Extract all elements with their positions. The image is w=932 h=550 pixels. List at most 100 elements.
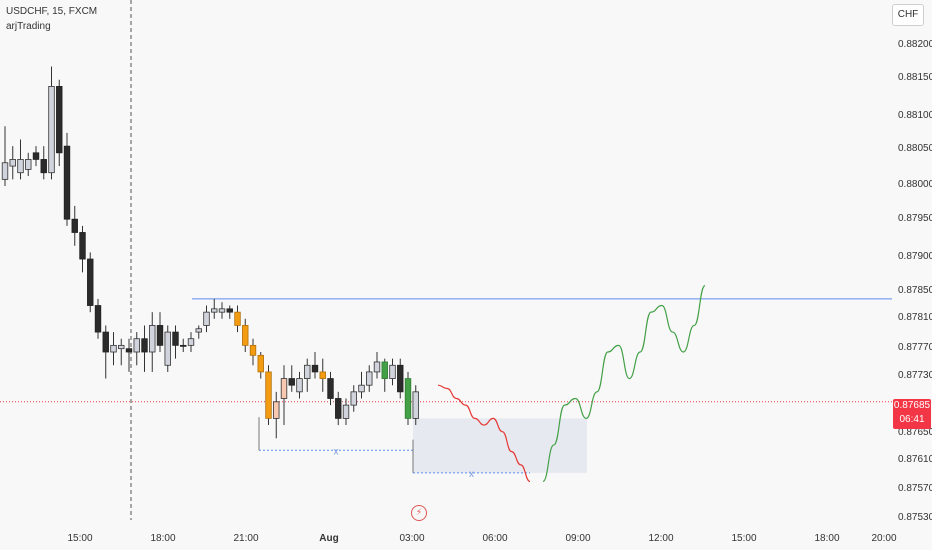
candle: [164, 325, 171, 372]
candle: [9, 146, 16, 180]
candle-body: [110, 344, 117, 353]
projected-up-path: [542, 285, 706, 483]
candle-body: [350, 391, 357, 406]
y-tick-label: 0.88200: [898, 39, 932, 50]
candle-body: [133, 338, 140, 353]
x-tick-label: Aug: [319, 533, 338, 544]
candle-body: [195, 328, 202, 333]
candle-body: [164, 331, 171, 366]
candle: [234, 305, 241, 333]
x-tick-label: 20:00: [871, 533, 896, 544]
candle: [265, 365, 272, 426]
candle-body: [319, 371, 326, 379]
candle-body: [141, 338, 148, 353]
candle-body: [172, 331, 179, 346]
candle-body: [311, 364, 319, 373]
candle: [226, 305, 233, 319]
candle: [102, 325, 109, 379]
candle-body: [9, 159, 16, 167]
candle: [373, 352, 381, 379]
candle-body: [373, 361, 381, 373]
currency-button[interactable]: CHF: [892, 4, 924, 26]
candle-body: [79, 232, 86, 260]
lightning-icon[interactable]: ⚡: [411, 505, 427, 521]
candle-body: [249, 344, 257, 356]
y-tick-label: 0.87570: [898, 483, 932, 494]
candle-body: [273, 401, 280, 419]
y-tick-label: 0.87530: [898, 512, 932, 523]
candle: [404, 371, 412, 426]
candle: [273, 391, 280, 439]
candle: [56, 79, 63, 167]
candle-body: [358, 384, 365, 393]
y-tick-label: 0.87730: [898, 370, 932, 381]
candle: [218, 302, 226, 319]
x-tick-label: 12:00: [648, 533, 673, 544]
candle-body: [118, 344, 125, 350]
candle-body: [234, 311, 241, 326]
candle: [156, 312, 164, 352]
candle-body: [280, 378, 288, 399]
candle-body: [412, 391, 419, 419]
candle: [118, 338, 125, 366]
candle-body: [404, 378, 412, 419]
candle: [249, 338, 257, 366]
candle: [195, 325, 202, 339]
chart-symbol-title: USDCHF, 15, FXCM: [6, 6, 98, 17]
low-marker-1: x: [469, 469, 474, 480]
candle: [94, 298, 102, 339]
candle-body: [25, 159, 32, 170]
candle-body: [40, 159, 47, 174]
candle-body: [94, 305, 102, 333]
candle-body: [63, 145, 71, 220]
candle: [133, 332, 140, 366]
candle: [319, 358, 326, 392]
candle: [125, 338, 133, 372]
candle-body: [265, 371, 272, 419]
candle: [71, 205, 78, 246]
x-tick-label: 21:00: [233, 533, 258, 544]
y-tick-label: 0.87650: [898, 427, 932, 438]
candle-body: [304, 364, 311, 379]
candle: [63, 132, 71, 226]
candle: [389, 358, 396, 386]
candle: [32, 146, 40, 167]
y-tick-label: 0.87900: [898, 251, 932, 262]
candle: [397, 358, 404, 399]
countdown-timer: 06:41: [899, 414, 925, 425]
candle-body: [71, 218, 78, 233]
candle: [335, 391, 342, 426]
candle: [141, 325, 148, 372]
candle-body: [242, 325, 249, 346]
candle: [149, 312, 156, 372]
x-tick-label: 15:00: [67, 533, 92, 544]
candle: [110, 332, 117, 366]
low-marker-0: x: [334, 446, 339, 457]
candle-body: [1, 162, 9, 180]
candle-body: [296, 378, 303, 393]
candle-body: [17, 159, 24, 174]
candle-body: [149, 325, 156, 353]
y-tick-label: 0.87610: [898, 454, 932, 465]
y-tick-label: 0.88050: [898, 143, 932, 154]
candle: [87, 252, 94, 313]
candle: [342, 398, 350, 426]
candle-body: [180, 344, 187, 347]
candle: [79, 225, 86, 273]
candle: [48, 66, 55, 180]
candle-body: [48, 86, 55, 174]
y-tick-label: 0.88000: [898, 179, 932, 190]
y-tick-label: 0.87810: [898, 312, 932, 323]
candle-body: [187, 338, 195, 346]
candle-body: [397, 364, 404, 393]
candle-body: [327, 378, 334, 399]
current-price-value: 0.87685: [893, 400, 931, 411]
y-tick-label: 0.87950: [898, 213, 932, 224]
candle: [203, 305, 210, 333]
candle: [187, 332, 195, 352]
candle-body: [32, 152, 40, 160]
candle: [257, 352, 264, 379]
candle-body: [257, 354, 264, 373]
candle: [17, 139, 24, 180]
